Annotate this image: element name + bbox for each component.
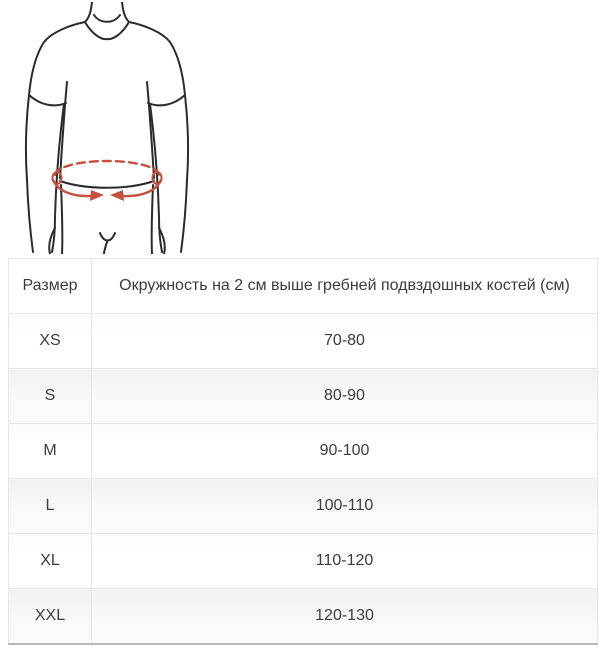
table-row-m: M 90-100	[8, 423, 598, 479]
torso-measurement-diagram-icon	[24, 2, 190, 254]
size-cell: XXL	[8, 588, 92, 644]
circumference-cell: 70-80	[91, 313, 598, 369]
size-column-header: Размер	[8, 258, 92, 314]
table-row-l: L 100-110	[8, 478, 598, 534]
measurement-illustration	[8, 2, 208, 254]
table-row-xs: XS 70-80	[8, 313, 598, 369]
size-table: Размер Окружность на 2 см выше гребней п…	[8, 258, 598, 645]
circumference-cell: 100-110	[91, 478, 598, 534]
circumference-cell: 90-100	[91, 423, 598, 479]
table-row-xxl: XXL 120-130	[8, 588, 598, 644]
table-row-s: S 80-90	[8, 368, 598, 424]
size-cell: L	[8, 478, 92, 534]
circumference-cell: 110-120	[91, 533, 598, 589]
circumference-cell: 120-130	[91, 588, 598, 644]
size-cell: XL	[8, 533, 92, 589]
size-cell: XS	[8, 313, 92, 369]
size-cell: M	[8, 423, 92, 479]
size-table-header-row: Размер Окружность на 2 см выше гребней п…	[8, 258, 598, 314]
circumference-column-header: Окружность на 2 см выше гребней подвздош…	[91, 258, 598, 314]
size-cell: S	[8, 368, 92, 424]
circumference-cell: 80-90	[91, 368, 598, 424]
table-row-xl: XL 110-120	[8, 533, 598, 589]
